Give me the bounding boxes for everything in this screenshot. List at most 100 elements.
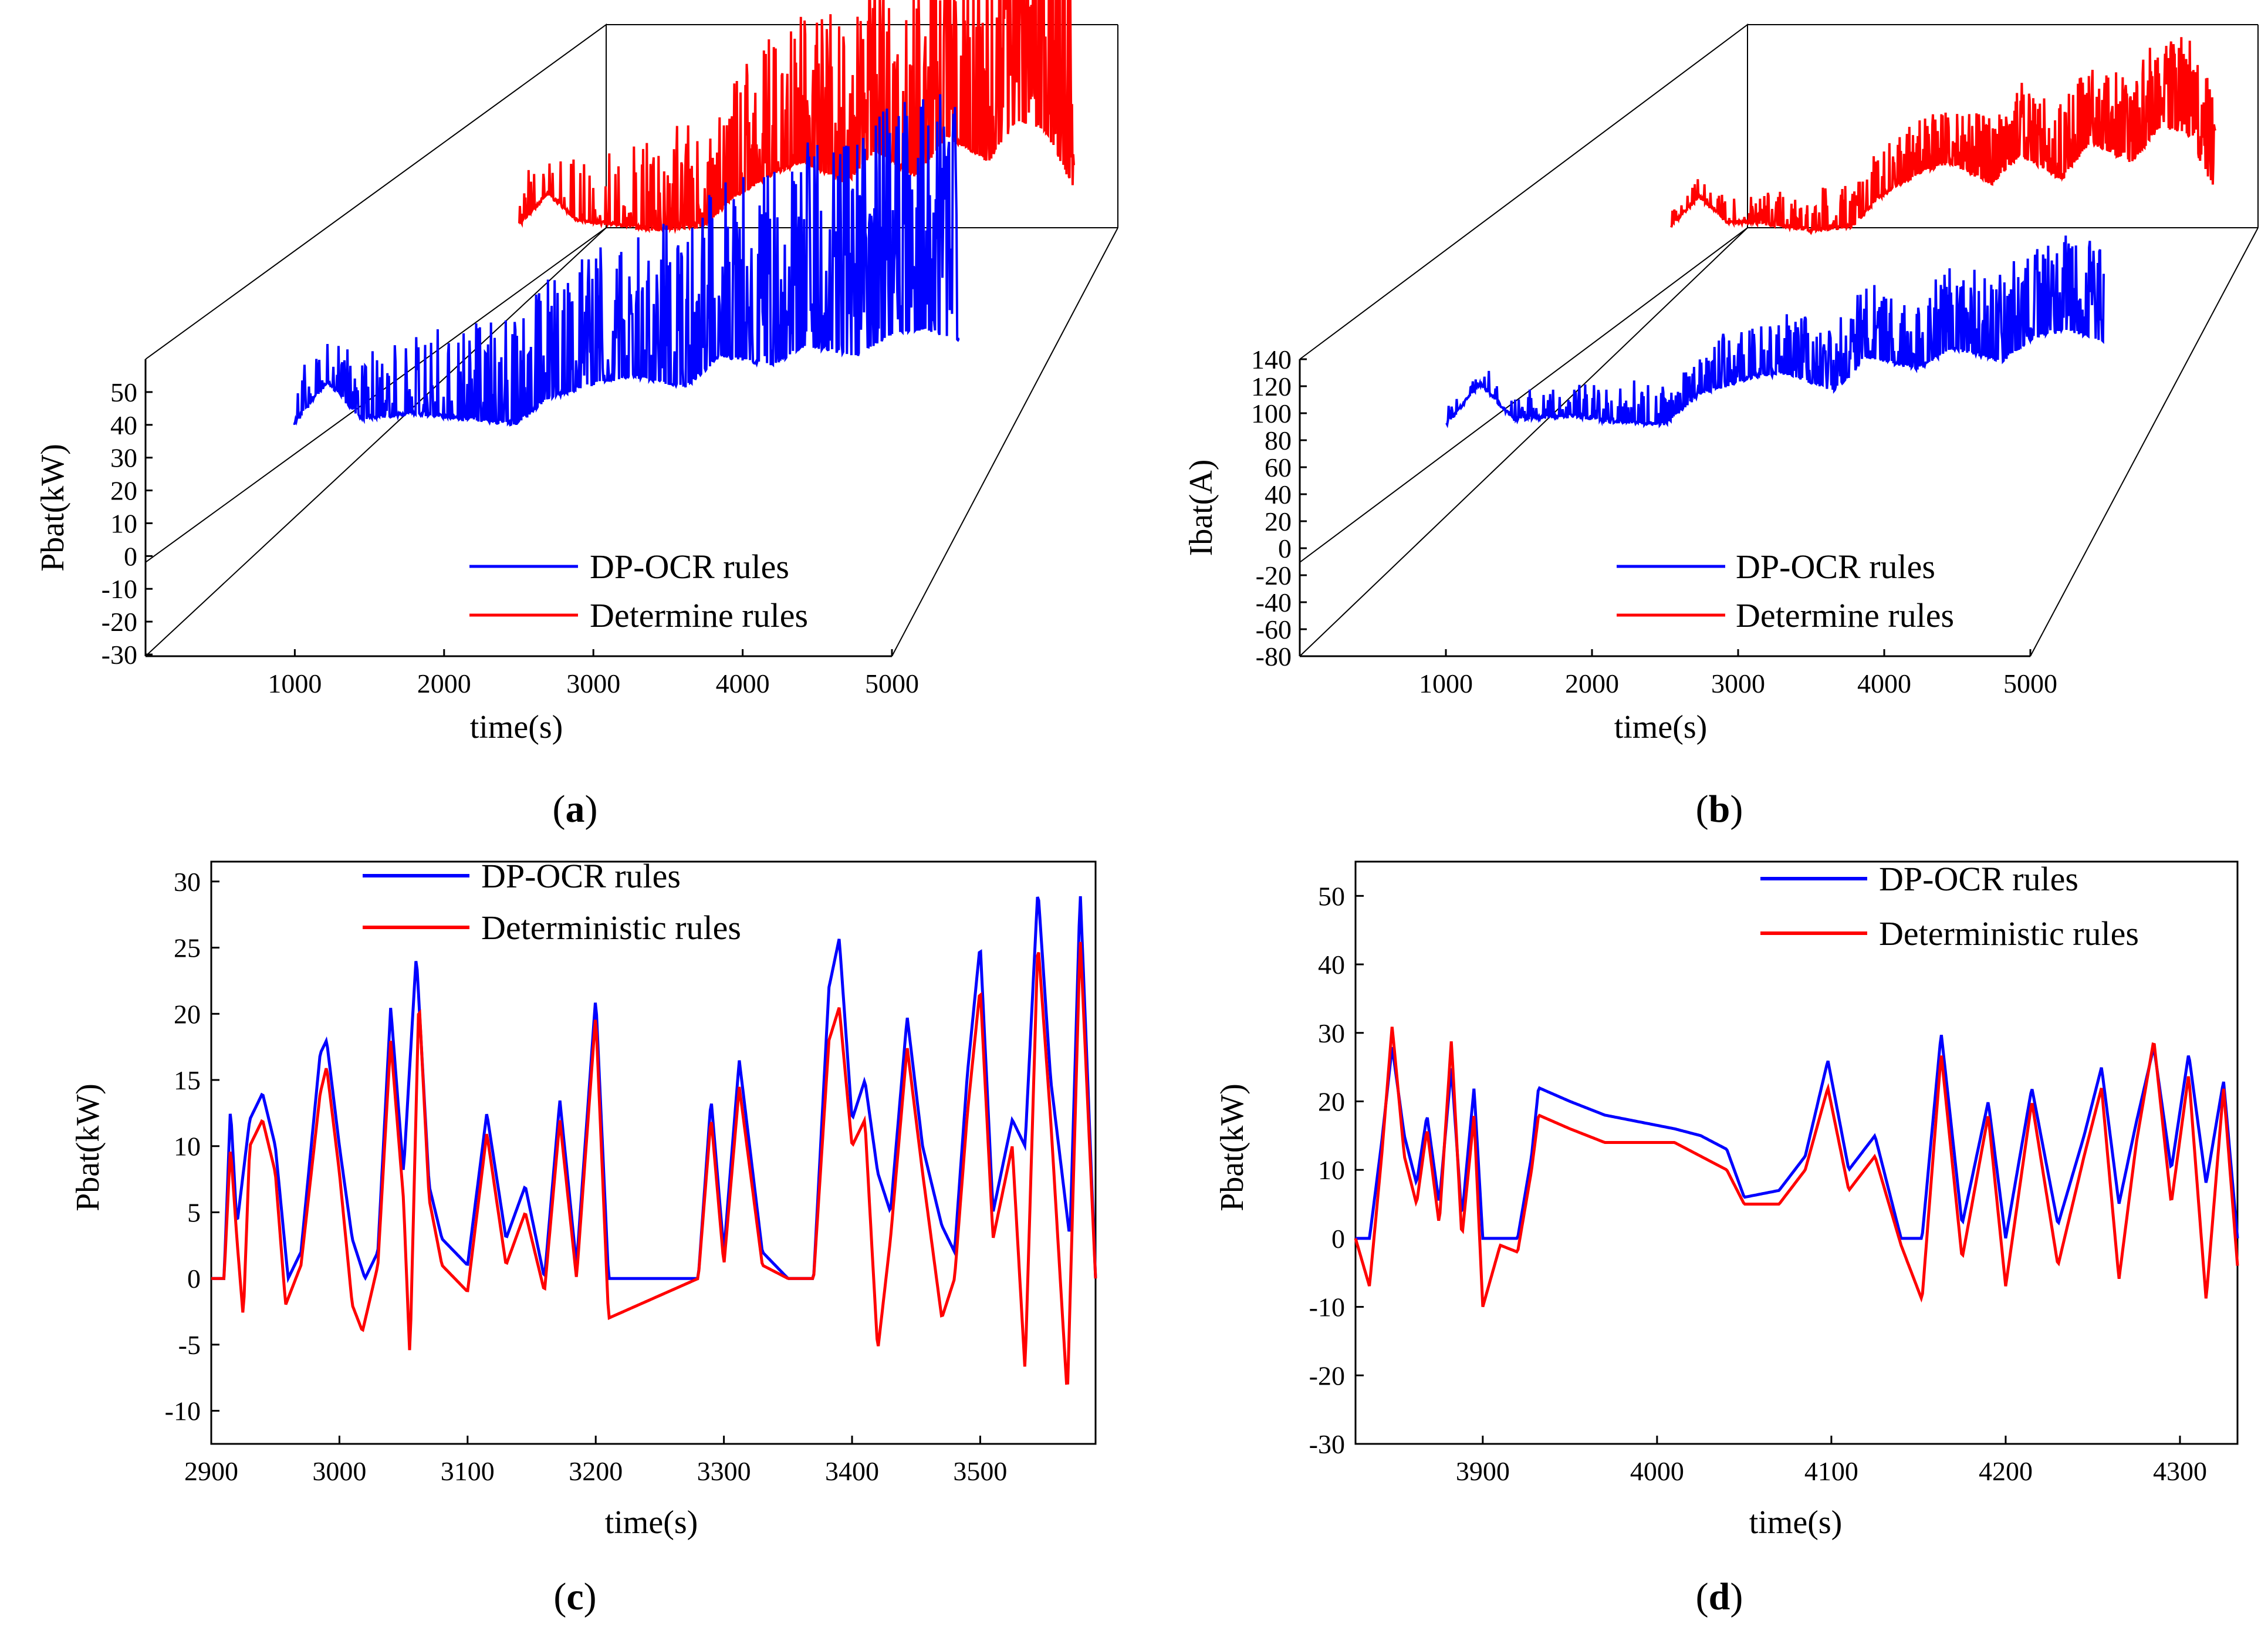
d-y-tick-label: 40 [1318, 950, 1345, 980]
d-x-tick-label: 4200 [1979, 1456, 2033, 1486]
b-y-tick-label: 140 [1251, 345, 1292, 374]
a-y-tick-label: 10 [110, 508, 137, 538]
c-y-tick-label: 10 [174, 1132, 201, 1162]
panel-a-legend-determine: Determine rules [590, 596, 808, 634]
panel-c-legend-dp-ocr: DP-OCR rules [481, 857, 681, 895]
b-y-tick-label: -40 [1256, 588, 1292, 617]
panel-c-caption: (c) [553, 1575, 596, 1618]
panel-c-series-dp-ocr [211, 896, 1097, 1284]
b-y-tick-label: -80 [1256, 642, 1292, 671]
panel-c-caption-letter: c [566, 1575, 583, 1618]
b-y-tick-label: 20 [1265, 507, 1292, 536]
d-y-tick-label: -10 [1309, 1292, 1345, 1322]
c-x-tick-label: 3200 [569, 1456, 623, 1486]
b-y-tick-label: 120 [1251, 372, 1292, 401]
c-x-tick-label: 3100 [441, 1456, 495, 1486]
panel-b-series-dp-ocr [1445, 235, 2105, 428]
b-x-tick-label: 4000 [1857, 669, 1911, 698]
c-x-tick-label: 3500 [953, 1456, 1007, 1486]
panel-d-plot-frame [1354, 860, 2239, 1445]
b-x-tick-label: 3000 [1711, 669, 1765, 698]
panel-a-series-determine [518, 0, 1075, 234]
c-y-tick-label: -5 [178, 1330, 201, 1360]
c-x-tick-label: 3000 [312, 1456, 366, 1486]
d-y-tick-label: 10 [1318, 1155, 1345, 1185]
a-x-tick-label: 1000 [268, 669, 322, 698]
c-x-tick-label: 2900 [184, 1456, 238, 1486]
b-x-tick-label: 2000 [1565, 669, 1619, 698]
panel-b-x-label: time(s) [1614, 709, 1708, 745]
panel-b-x-ticks: 1000 2000 3000 4000 5000 [1419, 649, 2057, 698]
a-x-tick-label: 4000 [716, 669, 770, 698]
panel-b-box [1299, 23, 2259, 657]
b-x-tick-label: 5000 [2003, 669, 2057, 698]
a-y-tick-label: -20 [102, 607, 137, 637]
d-y-tick-label: 0 [1331, 1224, 1345, 1254]
panel-c-plot-frame [210, 860, 1097, 1445]
panel-b-legend: DP-OCR rules Determine rules [1617, 548, 1954, 634]
d-y-tick-label: -30 [1309, 1429, 1345, 1459]
a-y-tick-label: 20 [110, 476, 137, 506]
c-y-tick-label: 20 [174, 999, 201, 1029]
a-y-tick-label: 40 [110, 410, 137, 440]
panel-b-legend-dp-ocr: DP-OCR rules [1736, 548, 1935, 586]
panel-d-legend: DP-OCR rules Deterministic rules [1760, 860, 2139, 953]
a-y-tick-label: 30 [110, 443, 137, 473]
panel-d-y-ticks: -30 -20 -10 0 10 20 30 40 50 [1309, 881, 1364, 1459]
panel-a-legend-dp-ocr: DP-OCR rules [590, 548, 789, 586]
d-x-tick-label: 4000 [1630, 1456, 1684, 1486]
panel-c-x-ticks: 2900 3000 3100 3200 3300 3400 3500 [184, 1436, 1007, 1486]
a-x-tick-label: 5000 [865, 669, 919, 698]
panel-c-legend: DP-OCR rules Deterministic rules [363, 857, 741, 947]
panel-a-legend: DP-OCR rules Determine rules [469, 548, 808, 634]
c-y-tick-label: 15 [174, 1065, 201, 1095]
d-y-tick-label: -20 [1309, 1361, 1345, 1390]
b-y-tick-label: 40 [1265, 480, 1292, 509]
panel-b-legend-determine: Determine rules [1736, 596, 1954, 634]
d-y-tick-label: 50 [1318, 881, 1345, 911]
panel-b-y-label: Ibat(A) [1183, 460, 1219, 556]
panel-b-series-determine [1670, 37, 2216, 235]
panel-a-box [144, 23, 1118, 657]
c-y-tick-label: 30 [174, 867, 201, 897]
panel-d-x-ticks: 3900 4000 4100 4200 4300 [1456, 1436, 2207, 1486]
panel-d-series-dp-ocr [1356, 1034, 2239, 1240]
panel-c-x-label: time(s) [605, 1504, 698, 1541]
d-x-tick-label: 4100 [1804, 1456, 1858, 1486]
panel-b-caption: (b) [1696, 788, 1743, 831]
b-y-tick-label: 0 [1278, 534, 1292, 563]
c-x-tick-label: 3400 [825, 1456, 879, 1486]
panel-d-caption: (d) [1696, 1575, 1743, 1618]
b-y-tick-label: 80 [1265, 426, 1292, 455]
panel-a-x-ticks: 1000 2000 3000 4000 5000 [268, 649, 919, 698]
panel-a-series-dp-ocr [293, 94, 960, 427]
b-x-tick-label: 1000 [1419, 669, 1473, 698]
panel-c-y-ticks: -10 -5 0 5 10 15 20 25 30 [165, 867, 219, 1426]
b-y-tick-label: -20 [1256, 561, 1292, 590]
panel-c-y-label: Pbat(kW) [70, 1083, 106, 1211]
c-y-tick-label: 5 [187, 1197, 201, 1227]
c-y-tick-label: -10 [165, 1396, 201, 1426]
panel-c-series-deterministic [211, 941, 1097, 1385]
panel-d-legend-deterministic: Deterministic rules [1879, 914, 2139, 953]
panel-d-x-label: time(s) [1749, 1504, 1843, 1541]
b-y-tick-label: 60 [1265, 453, 1292, 482]
panel-c: -10 -5 0 5 10 15 20 25 30 2900 3000 3100 3200 3300 34… [70, 857, 1097, 1618]
c-x-tick-label: 3300 [697, 1456, 751, 1486]
panel-d-caption-letter: d [1709, 1575, 1730, 1618]
d-y-tick-label: 30 [1318, 1018, 1345, 1048]
d-x-tick-label: 3900 [1456, 1456, 1510, 1486]
panel-d: -30 -20 -10 0 10 20 30 40 50 3900 4000 4100 4200 430… [1214, 860, 2239, 1618]
panel-a-caption-letter: a [566, 788, 585, 831]
d-y-tick-label: 20 [1318, 1086, 1345, 1116]
panel-a-y-label: Pbat(kW) [35, 444, 71, 572]
d-x-tick-label: 4300 [2153, 1456, 2207, 1486]
a-y-tick-label: -30 [102, 640, 137, 670]
a-y-tick-label: -10 [102, 574, 137, 604]
a-x-tick-label: 3000 [566, 669, 620, 698]
